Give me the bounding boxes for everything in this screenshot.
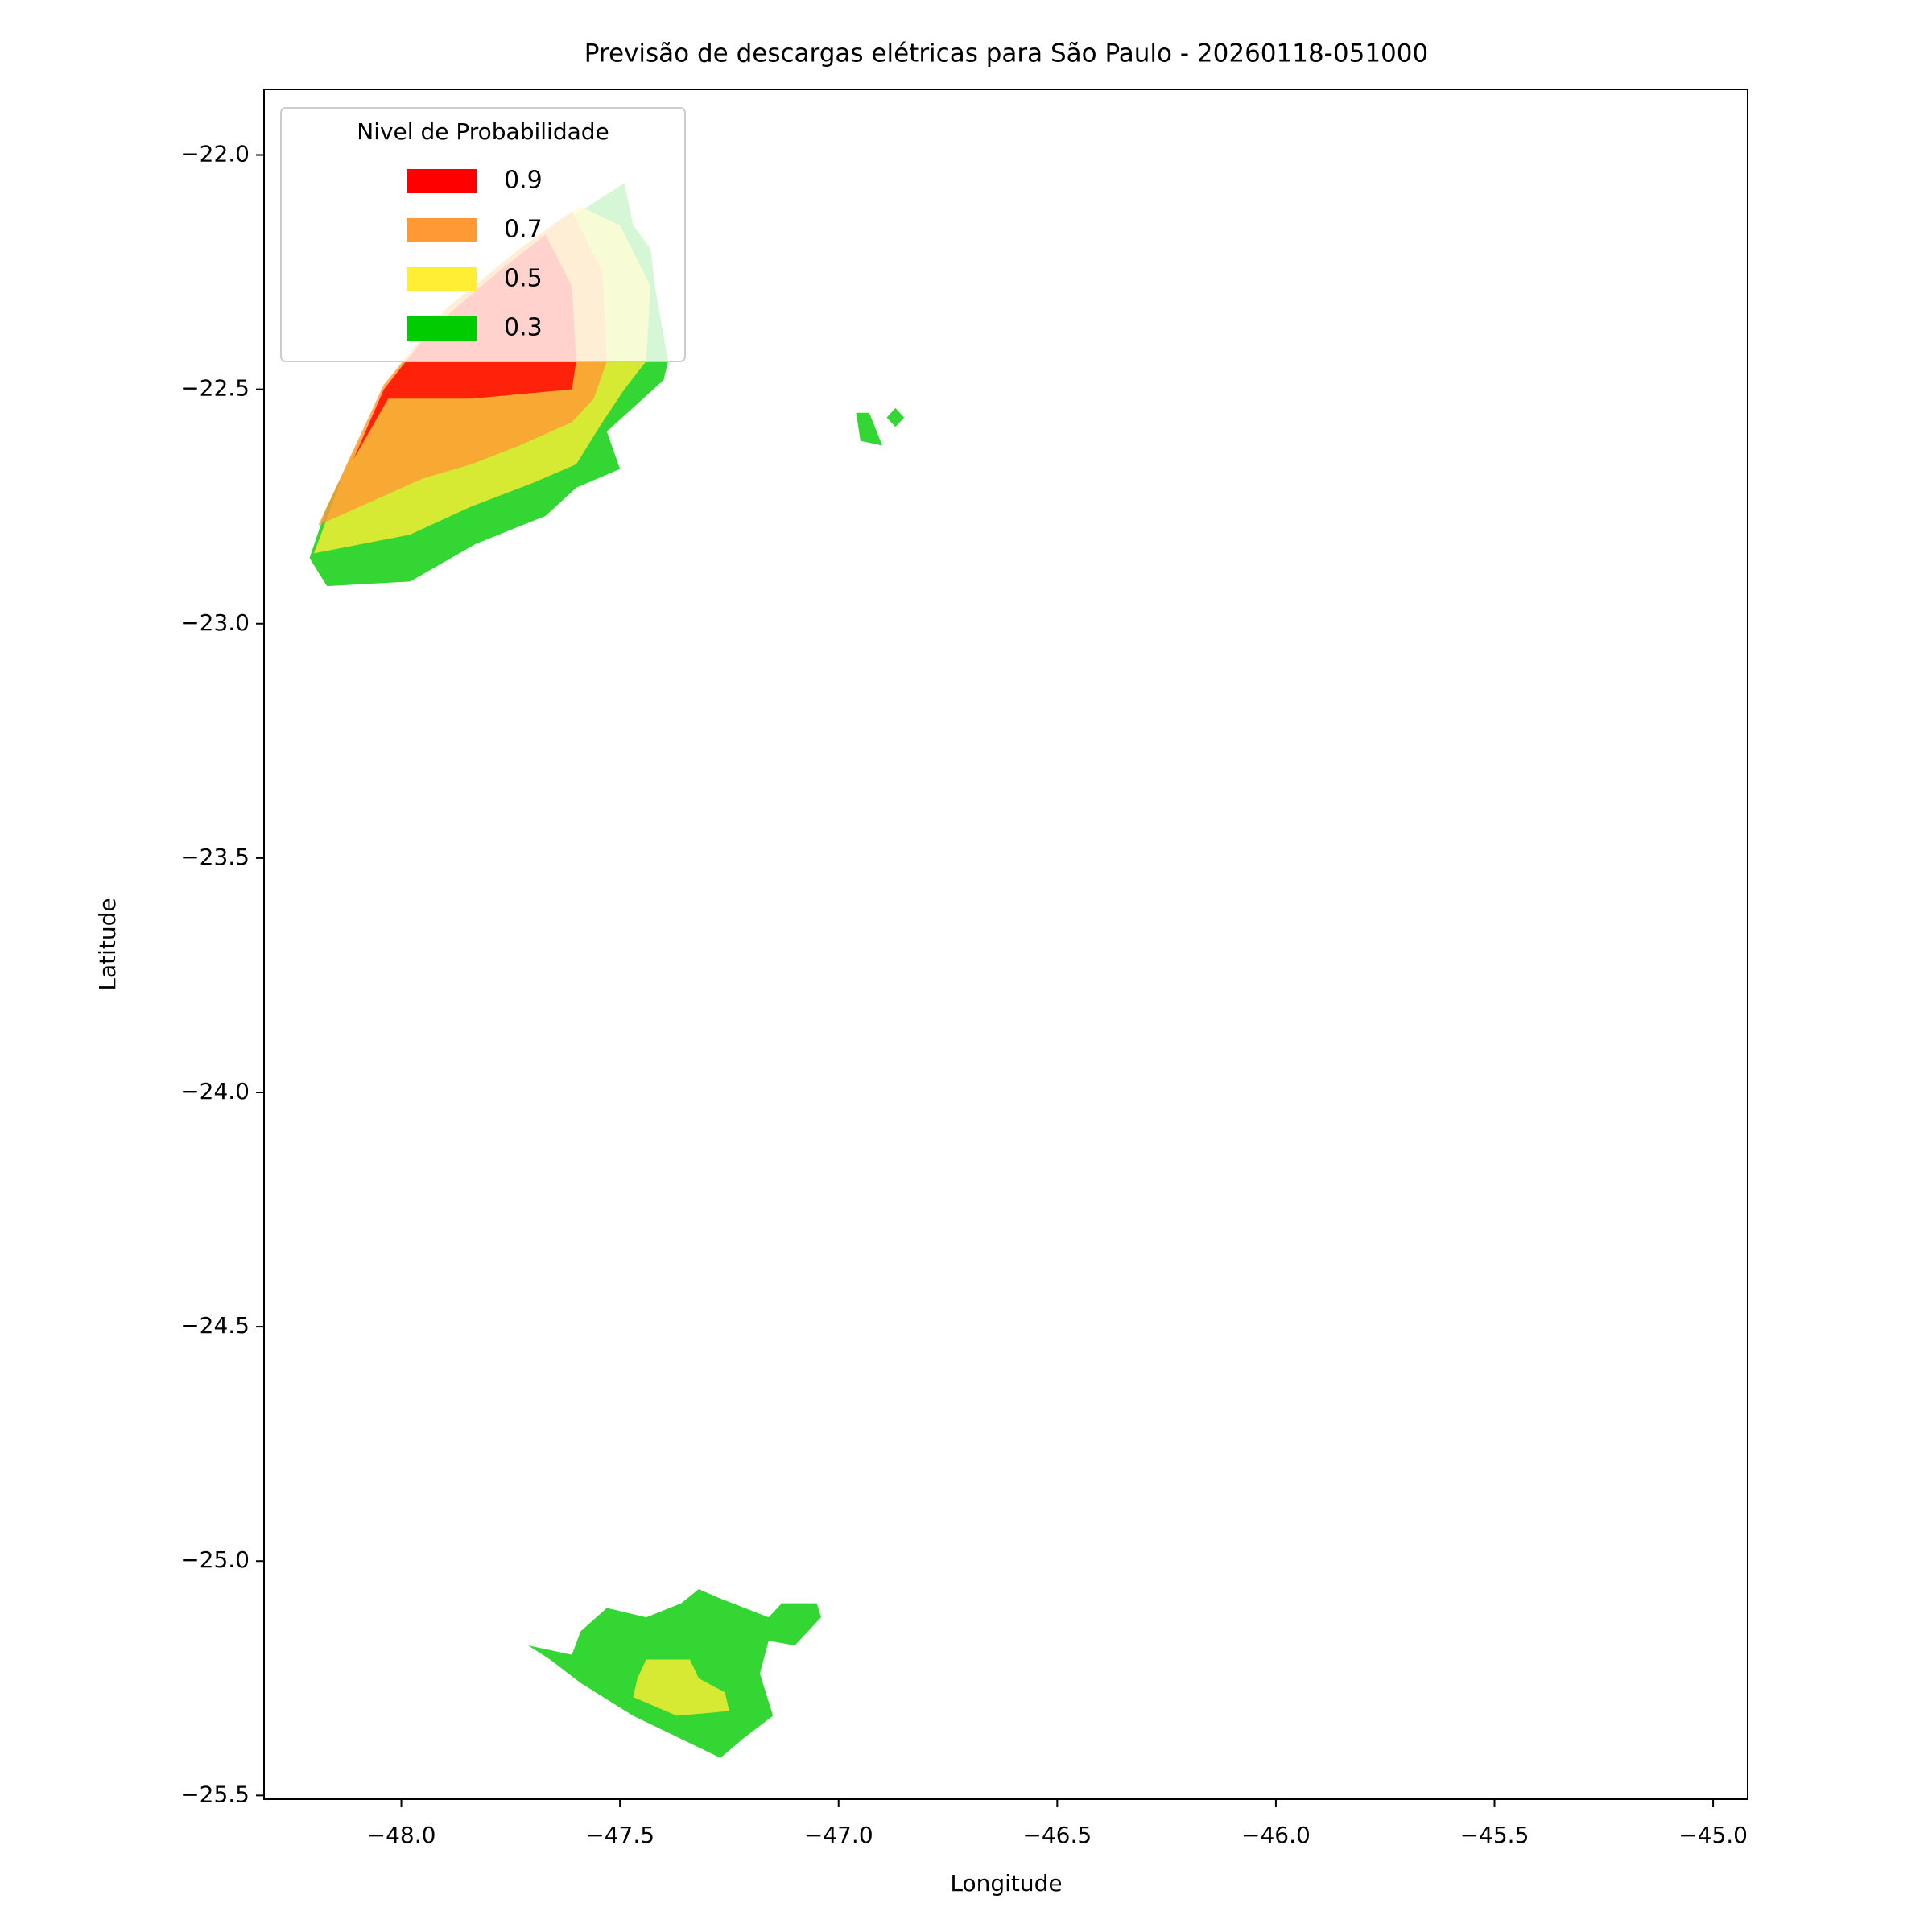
y-tick-label: −25.5 [180, 1781, 250, 1807]
y-tick-label: −25.0 [180, 1546, 250, 1573]
x-tick-label: −48.0 [367, 1822, 436, 1848]
axes-frame [263, 89, 1748, 1800]
y-tick-label: −23.0 [180, 609, 250, 636]
legend-label: 0.7 [504, 216, 543, 244]
x-tick-label: −46.5 [1022, 1822, 1092, 1848]
y-tick-label: −23.5 [180, 844, 250, 870]
x-tick-label: −47.5 [585, 1822, 654, 1848]
legend-title: Nivel de Probabilidade [357, 118, 609, 145]
x-axis-label: Longitude [950, 1870, 1062, 1897]
legend-box [280, 107, 686, 362]
legend: Nivel de Probabilidade 0.9 0.7 0.5 0.3 [280, 107, 686, 362]
legend-swatch [407, 169, 477, 193]
legend-label: 0.3 [504, 314, 543, 342]
x-tick-label: −45.5 [1460, 1822, 1530, 1848]
legend-swatch [407, 267, 477, 291]
contour-region [886, 407, 905, 427]
contour-region [633, 1659, 729, 1716]
legend-swatch [407, 218, 477, 242]
y-tick-label: −24.0 [180, 1078, 250, 1104]
chart-title: Previsão de descargas elétricas para São… [584, 39, 1428, 68]
x-tick-label: −46.0 [1241, 1822, 1311, 1848]
legend-label: 0.9 [504, 167, 543, 195]
legend-swatch [407, 316, 477, 341]
y-tick-label: −22.5 [180, 375, 250, 402]
contour-region [856, 412, 883, 446]
x-tick-label: −45.0 [1678, 1822, 1748, 1848]
x-tick-label: −47.0 [804, 1822, 873, 1848]
legend-label: 0.5 [504, 265, 543, 293]
y-tick-label: −22.0 [180, 141, 250, 167]
y-axis-label: Latitude [94, 898, 121, 990]
y-tick-label: −24.5 [180, 1312, 250, 1339]
